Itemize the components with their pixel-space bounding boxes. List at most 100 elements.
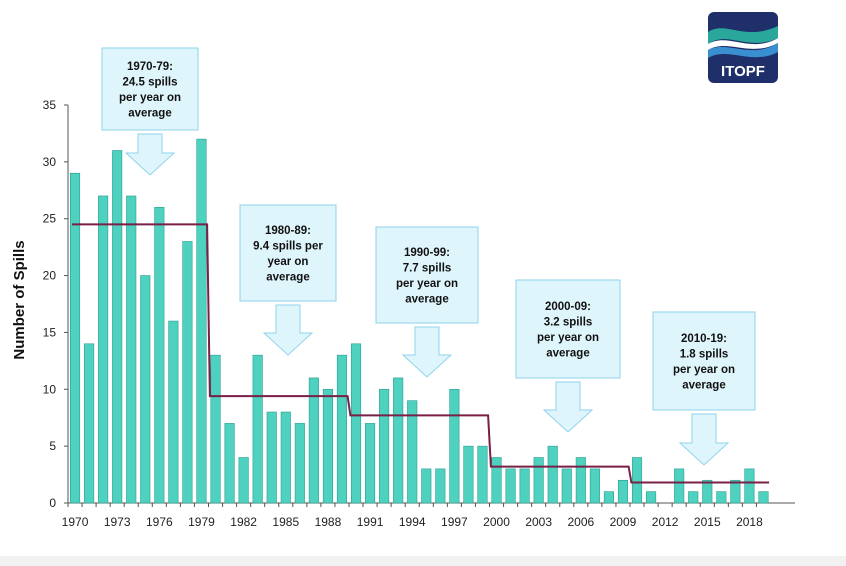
bar [140,275,151,504]
footer-strip [0,556,846,566]
bar [716,491,727,504]
logo-wave-teal [708,26,778,44]
logo-wave-light [708,38,778,50]
bar [491,457,502,504]
bar [224,423,235,504]
callout-text-line: 1980-89: [265,225,311,237]
x-tick-label: 1985 [272,515,299,529]
callout-arrow [401,326,453,378]
bar [294,423,305,504]
bar [519,468,530,504]
bar [252,354,263,504]
bar [646,491,657,504]
bar [365,423,376,504]
bar [196,138,207,504]
bar [702,479,713,504]
bar [561,468,572,504]
callout-text-line: average [266,272,309,284]
callout-arrow [542,381,594,433]
bar [336,354,348,504]
bar [154,207,165,504]
callout-text-line: per year on [396,278,458,290]
bar [168,320,179,504]
callout-text-line: 2000-09: [545,301,591,313]
callout-text-line: 9.4 spills per [253,241,323,253]
callout-text-line: 2010-19: [681,333,727,345]
x-tick-label: 1970 [62,515,89,529]
bar [477,445,488,504]
bar [238,457,249,504]
bar [379,388,390,504]
y-tick-label: 0 [49,496,56,510]
bar [98,195,109,504]
callout-text-line: 3.2 spills [544,317,593,329]
bar [435,468,446,504]
bar [631,457,643,504]
x-tick-label: 1982 [230,515,257,529]
bar [744,468,755,504]
y-tick-label: 15 [43,325,57,339]
bar [575,457,586,504]
bar [308,377,319,504]
x-tick-label: 1973 [104,515,131,529]
x-tick-label: 1997 [441,515,468,529]
average-line-group [72,223,770,484]
x-tick-label: 2003 [525,515,552,529]
axes-group: 0 5 10 15 20 25 30 35 1970 1973 1976 1979 1982 1985 19… [43,98,795,529]
bar [280,411,291,504]
bar [547,445,558,504]
callout-text-line: 1970-79: [127,61,173,73]
x-tick-label: 2006 [567,515,594,529]
y-axis-label: Number of Spills [11,240,28,359]
y-tick-label: 5 [49,439,56,453]
x-tick-label: 2012 [652,515,679,529]
bars-group [69,138,769,504]
bar [421,468,432,504]
y-tick-label: 25 [43,212,57,226]
x-tick-label: 1976 [146,515,173,529]
callout-box [375,226,479,324]
y-tick-label: 35 [43,98,57,112]
callouts-group: 1970-79: 24.5 spills per year on average 198… [101,47,756,466]
x-tick-label: 2000 [483,515,510,529]
callout-box [101,47,199,131]
callout-text-line: 7.7 spills [403,263,452,275]
y-tick-label: 20 [43,269,57,283]
bar [449,388,460,504]
callout-text-line: average [682,380,725,392]
x-tick-label: 1988 [315,515,342,529]
callout-text-line: average [128,108,171,120]
logo-wave-blue [708,43,778,58]
x-tick-label: 2015 [694,515,721,529]
callout-text-line: per year on [673,364,735,376]
bar [126,195,137,504]
callout-box [515,279,621,379]
y-tick-label: 10 [43,382,57,396]
bar [758,491,769,504]
callout-text-line: per year on [119,92,181,104]
x-tick-label: 1979 [188,515,215,529]
bar [603,491,614,504]
callout-text-line: 24.5 spills [123,77,178,89]
bar [350,343,362,504]
callout-text-line: 1.8 spills [680,349,729,361]
bar [112,150,123,504]
callout-text-line: year on [268,256,309,268]
bar [730,479,741,504]
bar [505,468,516,504]
x-tick-label: 2009 [610,515,637,529]
x-tick-label: 1991 [357,515,384,529]
itopf-logo: ITOPF [708,12,778,83]
callout-text-line: per year on [537,332,599,344]
callout-arrow [124,133,176,176]
x-tick-label: 2018 [736,515,763,529]
callout-text-line: average [546,348,589,360]
bar [674,468,685,504]
callout-arrow [678,413,730,466]
bar [210,354,221,504]
decade-average-line [72,223,770,484]
bar [322,388,333,504]
callout-text-line: average [405,294,448,306]
bar [463,445,474,504]
